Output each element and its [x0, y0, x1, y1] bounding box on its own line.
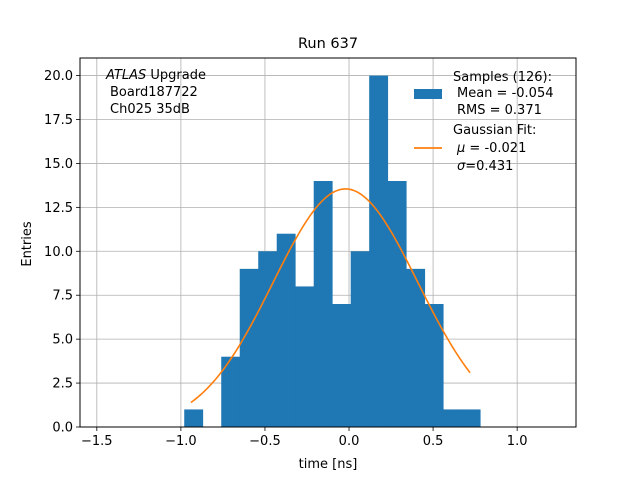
legend: Samples (126): Mean = -0.054 RMS = 0.371… [414, 70, 553, 174]
y-tick-label: 5.0 [52, 333, 73, 348]
annotation-line-2: Board187722 [110, 85, 198, 100]
x-tick-label: −1.5 [81, 434, 113, 449]
legend-sigma-value: =0.431 [465, 159, 513, 174]
y-tick-label: 20.0 [44, 69, 73, 84]
legend-mu-symbol: μ [456, 141, 465, 156]
histogram-bar [443, 409, 463, 427]
histogram-bar [313, 181, 333, 427]
annotation-box: ATLAS Upgrade Board187722 Ch025 35dB [105, 68, 206, 117]
legend-fit-sigma: σ=0.431 [457, 159, 513, 174]
histogram-bar [258, 251, 278, 427]
plot-frame [79, 57, 577, 428]
histogram-bar [387, 181, 407, 427]
histogram-bar [239, 268, 259, 427]
y-tick-label: 17.5 [44, 113, 73, 128]
histogram-bar [369, 75, 389, 428]
y-tick-label: 15.0 [44, 157, 73, 172]
histogram-bar [406, 268, 426, 427]
histogram-bar [461, 409, 481, 427]
annotation-upgrade: Upgrade [146, 68, 206, 83]
legend-samples-label: Samples (126): [453, 70, 552, 85]
annotation-line-3: Ch025 35dB [110, 102, 190, 117]
y-tick-label: 0.0 [52, 421, 73, 436]
y-axis-label: Entries [20, 221, 35, 267]
x-axis-label: time [ns] [299, 457, 358, 472]
y-tick-label: 7.5 [52, 289, 73, 304]
gaussian-fit [190, 188, 471, 404]
annotation-line-1: ATLAS Upgrade [105, 68, 206, 83]
histogram-bar [184, 409, 204, 427]
x-tick-label: 0.5 [423, 434, 444, 449]
legend-fit-mu: μ = -0.021 [456, 141, 526, 156]
chart-title: Run 637 [298, 36, 358, 52]
histogram-bar [295, 286, 315, 427]
x-tick-label: 0.0 [339, 434, 360, 449]
legend-samples-mean: Mean = -0.054 [457, 86, 553, 101]
legend-samples-swatch [414, 89, 442, 99]
x-tick-label: −0.5 [249, 434, 281, 449]
histogram-bar [221, 356, 241, 427]
legend-sigma-symbol: σ [457, 159, 466, 174]
histogram-bars [184, 75, 481, 428]
histogram-bar [276, 233, 296, 427]
x-tick-label: −1.0 [165, 434, 197, 449]
legend-mu-value: = -0.021 [465, 141, 526, 156]
y-tick-label: 2.5 [52, 377, 73, 392]
histogram-bar [424, 304, 444, 427]
fit-curve [190, 188, 471, 404]
legend-samples-rms: RMS = 0.371 [457, 103, 542, 118]
histogram-bar [332, 304, 352, 427]
x-tick-label: 1.0 [507, 434, 528, 449]
annotation-atlas: ATLAS [105, 68, 146, 83]
grid-lines [80, 58, 576, 428]
axis-ticks: −1.5 −1.0 −0.5 0.0 0.5 1.0 0.0 2.5 5.0 7.5 10.0 12.… [44, 69, 527, 449]
y-tick-label: 10.0 [44, 245, 73, 260]
histogram-bar [350, 251, 370, 427]
y-tick-label: 12.5 [44, 201, 73, 216]
legend-fit-label: Gaussian Fit: [453, 123, 536, 138]
